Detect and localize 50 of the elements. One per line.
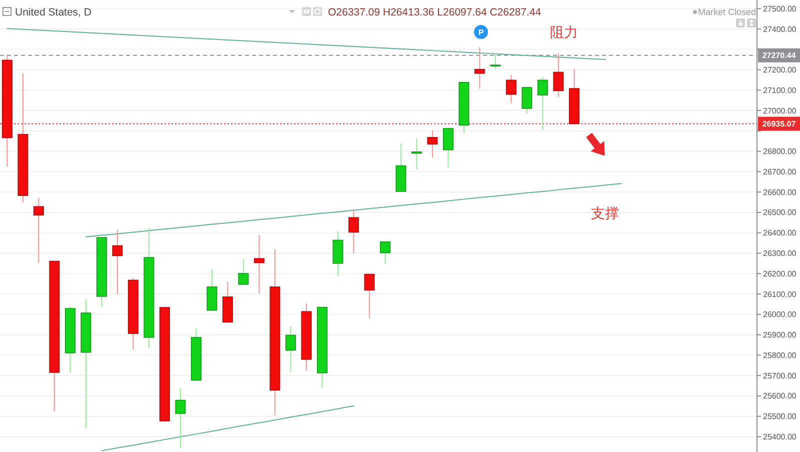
annotation: Market Closed xyxy=(698,7,756,17)
y-tick-label: 26300.00 xyxy=(763,249,797,258)
y-tick-label: 26600.00 xyxy=(763,188,797,197)
annotation: 阻力 xyxy=(550,25,578,41)
text: United States, D xyxy=(15,6,92,18)
line-series xyxy=(85,182,622,238)
candlestick xyxy=(537,76,548,131)
candlestick xyxy=(364,274,375,319)
y-tick-label: 27100.00 xyxy=(763,86,797,95)
y-tick-label: 26500.00 xyxy=(763,208,797,218)
line-series xyxy=(101,405,354,452)
candlestick xyxy=(506,74,516,104)
y-tick-label: 27200.00 xyxy=(763,66,797,75)
candlestick xyxy=(112,230,123,295)
text: O26337.09 H26413.36 L26097.64 C26287.44 xyxy=(328,6,542,18)
y-tick-label: 25600.00 xyxy=(763,392,797,401)
candlestick xyxy=(33,197,44,264)
y-tick-label: 27000.00 xyxy=(763,106,797,116)
candlestick xyxy=(348,208,359,254)
candlestick xyxy=(411,138,422,170)
candlestick xyxy=(553,52,564,98)
y-tick-label: 27500.00 xyxy=(763,4,797,14)
y-tick-label: 26100.00 xyxy=(763,290,797,299)
annotation: P xyxy=(478,28,484,37)
candlestick xyxy=(238,258,249,285)
candlestick xyxy=(442,128,454,168)
candlestick xyxy=(427,130,438,158)
candlestick xyxy=(206,269,218,311)
y-tick-label: 27400.00 xyxy=(763,24,797,34)
candlestick xyxy=(522,86,532,114)
y-tick-label: 26700.00 xyxy=(763,167,797,176)
y-tick-label: 26000.00 xyxy=(763,310,797,320)
candlestick xyxy=(285,326,296,372)
y-tick-label: 25700.00 xyxy=(763,371,797,380)
candlestick xyxy=(175,388,186,450)
y-tick-label: 25800.00 xyxy=(763,350,797,360)
ref-line-label: 27270.44 xyxy=(762,51,796,60)
y-tick-label: 25500.00 xyxy=(763,412,797,422)
candlestick xyxy=(254,234,264,294)
candlestick xyxy=(474,46,485,89)
candlestick xyxy=(490,52,501,70)
y-tick-label: 26400.00 xyxy=(763,228,797,238)
y-tick-label: 25900.00 xyxy=(763,330,797,340)
candlestick xyxy=(332,230,344,277)
y-tick-label: 26800.00 xyxy=(763,147,797,156)
y-tick-label: 25400.00 xyxy=(763,432,797,442)
y-tick-label: 26200.00 xyxy=(763,269,797,278)
candlestick xyxy=(380,241,390,265)
ref-line-label: 26935.07 xyxy=(762,120,796,129)
annotation: 支撑 xyxy=(591,206,619,222)
